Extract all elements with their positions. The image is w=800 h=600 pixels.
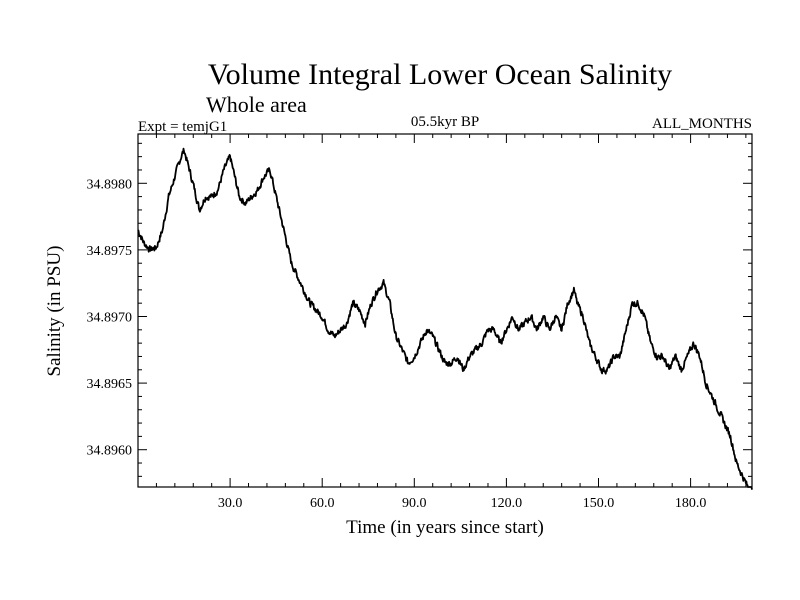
minor-ticks [138, 134, 752, 487]
chart-title: Volume Integral Lower Ocean Salinity [208, 58, 672, 91]
chart-subtitle: Whole area [206, 92, 307, 117]
y-tick-label: 34.8960 [87, 444, 133, 459]
y-axis-label: Salinity (in PSU) [44, 246, 65, 377]
months-label: ALL_MONTHS [652, 116, 752, 132]
y-tick-label: 34.8975 [87, 244, 133, 259]
y-tick-label: 34.8970 [87, 310, 133, 325]
x-tick-label: 150.0 [583, 496, 615, 511]
salinity-series-line [137, 147, 753, 490]
x-tick-label: 60.0 [310, 496, 335, 511]
period-label: 05.5kyr BP [411, 114, 479, 130]
y-tick-label: 34.8965 [87, 377, 133, 392]
x-axis-label: Time (in years since start) [346, 517, 544, 538]
plot-frame [137, 133, 753, 488]
x-tick-label: 90.0 [402, 496, 427, 511]
x-tick-label: 30.0 [218, 496, 243, 511]
x-tick-label: 180.0 [675, 496, 707, 511]
x-tick-label: 120.0 [491, 496, 523, 511]
x-axis-ticks: 30.0 60.0 90.0 120.0 150.0 180.0 [218, 134, 706, 511]
y-axis-ticks: 34.8960 34.8965 34.8970 34.8975 34.8980 [87, 177, 752, 459]
y-tick-label: 34.8980 [87, 177, 133, 192]
experiment-label: Expt = temjG1 [138, 119, 227, 135]
